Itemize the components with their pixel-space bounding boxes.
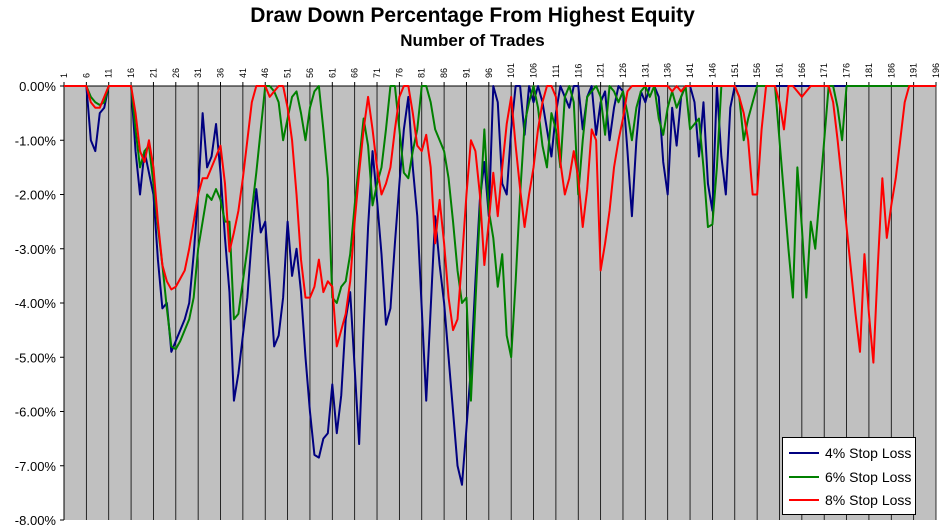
chart-title: Draw Down Percentage From Highest Equity	[250, 4, 695, 27]
x-tick-label: 81	[417, 68, 427, 78]
x-tick-label: 101	[506, 63, 516, 78]
x-tick-label: 66	[350, 68, 360, 78]
x-tick-label: 116	[573, 64, 583, 78]
series-lines	[64, 85, 936, 486]
x-tick-label: 186	[886, 63, 896, 78]
y-tick-label: -3.00%	[15, 242, 57, 257]
y-tick-label: -7.00%	[15, 459, 57, 474]
legend: 4% Stop Loss 6% Stop Loss 8% Stop Loss	[782, 437, 916, 515]
x-tick-label: 1	[59, 73, 69, 78]
x-tick-label: 166	[797, 63, 807, 78]
x-tick-label: 106	[529, 63, 539, 78]
x-tick-label: 56	[305, 68, 315, 78]
x-tick-label: 11	[104, 69, 114, 78]
legend-swatch	[789, 499, 819, 501]
x-tick-label: 6	[81, 73, 91, 78]
axes: 0.00% -1.00% -2.00% -3.00% -4.00% -5.00% -6.00…	[15, 63, 941, 527]
x-tick-label: 31	[193, 68, 203, 78]
x-tick-label: 136	[663, 63, 673, 78]
x-tick-label: 61	[327, 68, 337, 78]
y-tick-label: -6.00%	[15, 405, 57, 420]
x-tick-label: 96	[484, 68, 494, 78]
x-tick-label: 16	[126, 68, 136, 78]
x-tick-label: 46	[260, 68, 270, 78]
x-tick-label: 156	[752, 63, 762, 78]
x-tick-label: 76	[394, 68, 404, 78]
x-tick-label: 181	[864, 63, 874, 78]
y-tick-label: -8.00%	[15, 513, 57, 527]
x-tick-label: 176	[842, 63, 852, 78]
series-line	[64, 85, 936, 364]
legend-item: 8% Stop Loss	[789, 491, 915, 509]
legend-item: 4% Stop Loss	[789, 444, 915, 462]
y-tick-label: -5.00%	[15, 350, 57, 365]
y-tick-label: -2.00%	[15, 188, 57, 203]
x-tick-label: 141	[685, 63, 695, 78]
x-tick-label: 71	[372, 68, 382, 78]
x-tick-label: 191	[909, 63, 919, 78]
x-tick-label: 111	[551, 64, 561, 78]
series-line	[64, 85, 936, 402]
x-tick-label: 121	[596, 63, 606, 78]
series-line	[64, 85, 936, 486]
x-tick-label: 21	[148, 68, 158, 78]
x-tick-label: 51	[283, 68, 293, 78]
legend-swatch	[789, 476, 819, 478]
y-tick-label: 0.00%	[19, 79, 56, 94]
x-tick-label: 151	[730, 63, 740, 78]
legend-item: 6% Stop Loss	[789, 468, 915, 486]
legend-swatch	[789, 452, 819, 454]
x-tick-label: 36	[216, 68, 226, 78]
x-tick-label: 41	[238, 68, 248, 78]
y-tick-label: -4.00%	[15, 296, 57, 311]
y-tick-label: -1.00%	[15, 133, 57, 148]
x-tick-label: 86	[439, 68, 449, 78]
x-tick-label: 91	[461, 68, 471, 78]
x-tick-label: 171	[819, 63, 829, 78]
x-tick-label: 126	[618, 63, 628, 78]
legend-label: 4% Stop Loss	[825, 445, 912, 461]
x-tick-label: 161	[774, 63, 784, 78]
x-tick-label: 26	[171, 68, 181, 78]
legend-label: 6% Stop Loss	[825, 469, 912, 485]
x-tick-label: 196	[931, 63, 941, 78]
chart-subtitle: Number of Trades	[400, 31, 545, 50]
x-tick-label: 146	[707, 63, 717, 78]
x-tick-label: 131	[640, 63, 650, 78]
legend-label: 8% Stop Loss	[825, 492, 912, 508]
